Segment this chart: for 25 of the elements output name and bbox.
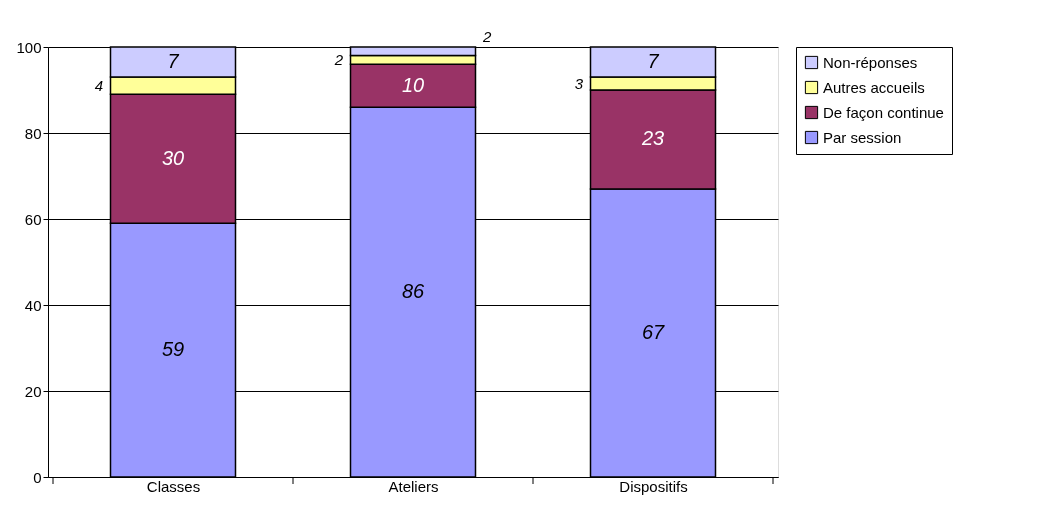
data-label: 59 xyxy=(161,338,185,361)
data-label: 4 xyxy=(94,76,103,94)
data-label: 7 xyxy=(647,50,660,73)
legend-label: De façon continue xyxy=(823,103,944,121)
data-label: 2 xyxy=(482,28,492,45)
y-tick-label: 40 xyxy=(24,296,42,314)
y-tick-label: 80 xyxy=(24,124,42,142)
data-label: 30 xyxy=(161,146,185,169)
data-label: 10 xyxy=(401,73,425,96)
x-tick-label: Ateliers xyxy=(388,477,439,495)
y-tick-label: 100 xyxy=(16,38,42,56)
legend-label: Non-réponses xyxy=(823,53,918,71)
data-label: 67 xyxy=(641,320,665,343)
x-tick-label: Classes xyxy=(146,477,201,495)
data-label: 7 xyxy=(167,50,180,73)
y-tick-label: 20 xyxy=(24,382,42,400)
data-label: 3 xyxy=(574,74,584,92)
y-tick-label: 60 xyxy=(24,210,42,228)
data-label: 23 xyxy=(640,127,665,150)
data-label: 86 xyxy=(401,280,425,303)
y-tick-label: 0 xyxy=(33,468,42,486)
x-tick-label: Dispositifs xyxy=(619,477,688,495)
data-label: 2 xyxy=(333,50,344,68)
legend-label: Autres accueils xyxy=(823,78,925,96)
legend-label: Par session xyxy=(823,128,902,146)
